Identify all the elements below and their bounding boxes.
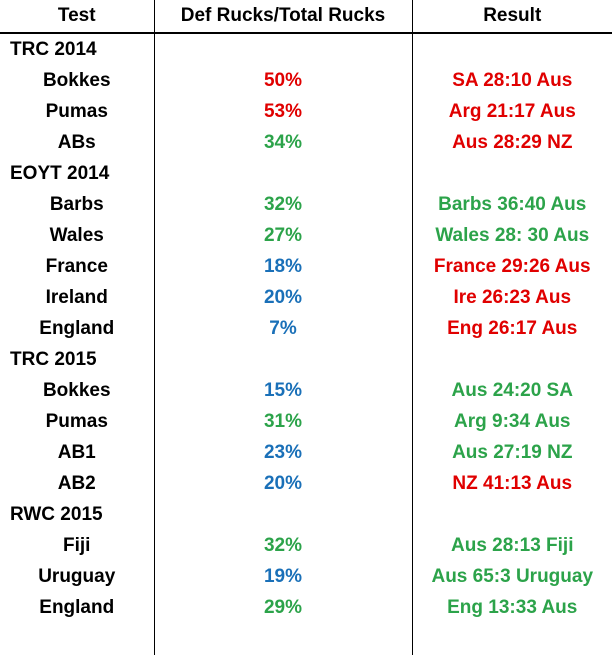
table-row: Bokkes 15% Aus 24:20 SA: [0, 375, 612, 406]
test-name-cell[interactable]: Wales: [0, 220, 155, 251]
test-name-cell[interactable]: Uruguay: [0, 561, 155, 592]
result-cell[interactable]: Aus 24:20 SA: [451, 379, 573, 401]
test-name-cell[interactable]: Pumas: [0, 96, 155, 127]
result-cell[interactable]: Arg 21:17 Aus: [448, 100, 576, 122]
table-row: France 18% France 29:26 Aus: [0, 251, 612, 282]
def-rucks-pct-cell[interactable]: 18%: [154, 251, 413, 282]
empty-cell[interactable]: [412, 623, 612, 655]
result-cell[interactable]: NZ 41:13 Aus: [452, 472, 573, 494]
table-row: England 29% Eng 13:33 Aus: [0, 592, 612, 623]
test-name-cell[interactable]: Barbs: [0, 189, 155, 220]
test-name-cell[interactable]: Ireland: [0, 282, 155, 313]
section-row: TRC 2014: [0, 33, 612, 65]
header-test[interactable]: Test: [0, 0, 155, 34]
result-cell[interactable]: Eng 26:17 Aus: [447, 317, 578, 339]
result-cell[interactable]: Barbs 36:40 Aus: [438, 193, 587, 215]
section-row: EOYT 2014: [0, 158, 612, 189]
def-rucks-pct-cell[interactable]: 53%: [154, 96, 413, 127]
result-cell[interactable]: Arg 9:34 Aus: [454, 410, 571, 432]
def-rucks-pct-cell[interactable]: [154, 499, 413, 530]
result-cell[interactable]: [412, 344, 612, 375]
def-rucks-pct-cell[interactable]: 29%: [154, 592, 413, 623]
table-row: Pumas 31% Arg 9:34 Aus: [0, 406, 612, 437]
def-rucks-pct-cell[interactable]: [154, 158, 413, 189]
result-cell[interactable]: Aus 28:13 Fiji: [451, 534, 574, 556]
def-rucks-pct-cell[interactable]: 32%: [154, 530, 413, 561]
def-rucks-pct-cell[interactable]: 31%: [154, 406, 413, 437]
header-row: Test Def Rucks/Total Rucks Result: [0, 0, 612, 34]
header-def-rucks[interactable]: Def Rucks/Total Rucks: [154, 0, 413, 34]
test-name-cell[interactable]: ABs: [0, 127, 155, 158]
def-rucks-pct-cell[interactable]: 23%: [154, 437, 413, 468]
result-cell[interactable]: Ire 26:23 Aus: [453, 286, 572, 308]
table-row: ABs 34% Aus 28:29 NZ: [0, 127, 612, 158]
def-rucks-pct-cell[interactable]: [154, 344, 413, 375]
table-row: Wales 27% Wales 28: 30 Aus: [0, 220, 612, 251]
def-rucks-pct-cell[interactable]: [154, 33, 413, 65]
test-name-cell[interactable]: Fiji: [0, 530, 155, 561]
table-row: Barbs 32% Barbs 36:40 Aus: [0, 189, 612, 220]
def-rucks-pct-cell[interactable]: 34%: [154, 127, 413, 158]
test-name-cell[interactable]: Pumas: [0, 406, 155, 437]
table-row: England 7% Eng 26:17 Aus: [0, 313, 612, 344]
test-name-cell[interactable]: Bokkes: [0, 375, 155, 406]
test-name-cell[interactable]: Bokkes: [0, 65, 155, 96]
empty-cell[interactable]: [0, 623, 155, 655]
def-rucks-pct-cell[interactable]: 50%: [154, 65, 413, 96]
test-name-cell[interactable]: England: [0, 313, 155, 344]
table-row: Uruguay 19% Aus 65:3 Uruguay: [0, 561, 612, 592]
result-cell[interactable]: France 29:26 Aus: [433, 255, 591, 277]
def-rucks-pct-cell[interactable]: 27%: [154, 220, 413, 251]
table-row: Fiji 32% Aus 28:13 Fiji: [0, 530, 612, 561]
def-rucks-pct-cell[interactable]: 19%: [154, 561, 413, 592]
def-rucks-pct-cell[interactable]: 7%: [154, 313, 413, 344]
test-name-cell[interactable]: England: [0, 592, 155, 623]
section-row: TRC 2015: [0, 344, 612, 375]
result-cell[interactable]: Eng 13:33 Aus: [447, 596, 578, 618]
section-label[interactable]: RWC 2015: [0, 499, 155, 530]
table-row: Pumas 53% Arg 21:17 Aus: [0, 96, 612, 127]
result-cell[interactable]: [412, 33, 612, 65]
table-row: Bokkes 50% SA 28:10 Aus: [0, 65, 612, 96]
empty-cell[interactable]: [154, 623, 413, 655]
result-cell[interactable]: [412, 158, 612, 189]
test-name-cell[interactable]: AB1: [0, 437, 155, 468]
def-rucks-pct-cell[interactable]: 20%: [154, 282, 413, 313]
section-label[interactable]: TRC 2015: [0, 344, 155, 375]
result-cell[interactable]: Aus 27:19 NZ: [452, 441, 573, 463]
result-cell[interactable]: Wales 28: 30 Aus: [435, 224, 590, 246]
test-name-cell[interactable]: AB2: [0, 468, 155, 499]
def-rucks-pct-cell[interactable]: 15%: [154, 375, 413, 406]
section-label[interactable]: EOYT 2014: [0, 158, 155, 189]
result-cell[interactable]: Aus 65:3 Uruguay: [431, 565, 594, 587]
def-rucks-pct-cell[interactable]: 32%: [154, 189, 413, 220]
header-result[interactable]: Result: [412, 0, 612, 34]
section-row: RWC 2015: [0, 499, 612, 530]
result-cell[interactable]: Aus 28:29 NZ: [452, 131, 573, 153]
def-rucks-pct-cell[interactable]: 20%: [154, 468, 413, 499]
section-label[interactable]: TRC 2014: [0, 33, 155, 65]
empty-row: [0, 623, 612, 655]
table-row: AB2 20% NZ 41:13 Aus: [0, 468, 612, 499]
table-row: Ireland 20% Ire 26:23 Aus: [0, 282, 612, 313]
result-cell[interactable]: SA 28:10 Aus: [452, 69, 573, 91]
result-cell[interactable]: [412, 499, 612, 530]
table-row: AB1 23% Aus 27:19 NZ: [0, 437, 612, 468]
test-name-cell[interactable]: France: [0, 251, 155, 282]
